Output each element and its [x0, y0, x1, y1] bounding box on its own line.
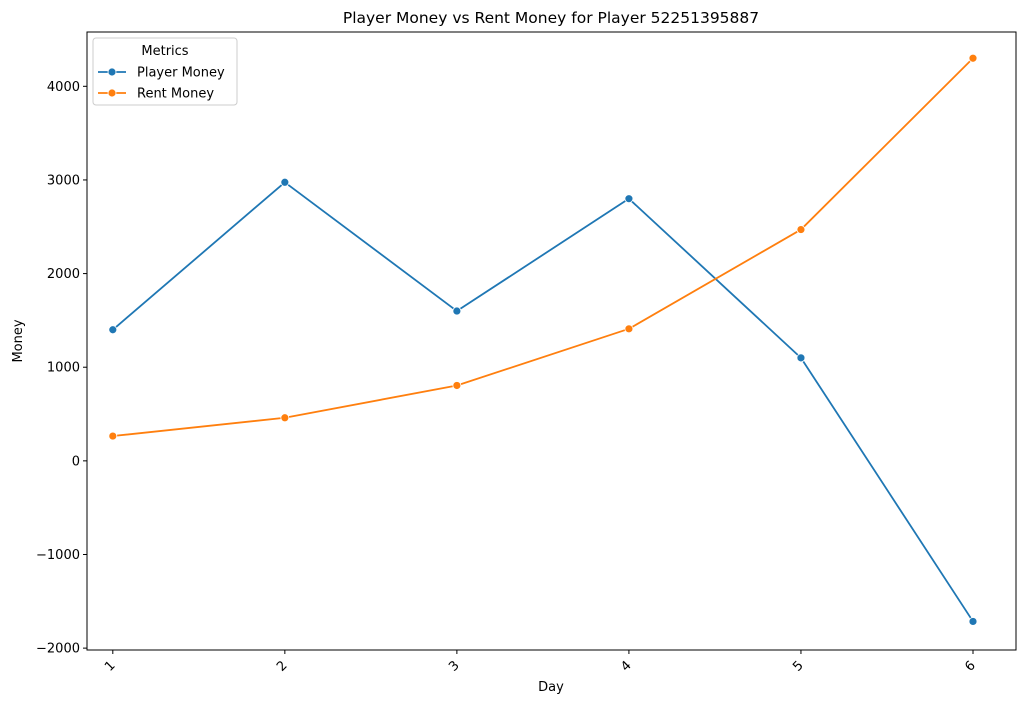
x-axis: 1 2 3 4 5 6 [102, 650, 979, 675]
data-point-rent-money [968, 53, 978, 63]
y-tick-label: 1000 [47, 361, 80, 376]
data-point-player-money [452, 306, 462, 316]
legend-item-player-money: Player Money [98, 66, 225, 81]
x-tick-label: 2 [274, 658, 290, 674]
data-point-rent-money [452, 381, 462, 390]
legend-label: Player Money [137, 66, 225, 81]
series-line-rent-money [112, 57, 974, 437]
legend-box [92, 37, 238, 106]
y-tick-label: −1000 [36, 548, 80, 563]
series-rent-money [108, 53, 978, 441]
data-point-rent-money [108, 431, 118, 441]
x-axis-title: Day [538, 680, 564, 695]
x-tick-label: 6 [962, 658, 978, 674]
y-tick-label: 3000 [47, 173, 80, 188]
x-tick-label: 3 [446, 658, 462, 674]
data-point-rent-money [280, 413, 290, 423]
legend-label: Rent Money [137, 87, 214, 102]
y-tick-label: 4000 [47, 80, 80, 95]
data-point-rent-money [796, 225, 806, 234]
series-player-money [108, 177, 978, 626]
legend-item-rent-money: Rent Money [98, 87, 214, 102]
y-tick-label: 0 [72, 454, 80, 469]
data-point-player-money [108, 325, 118, 335]
y-axis-title: Money [11, 319, 26, 362]
y-axis: −2000 −1000 0 1000 2000 3000 4000 [36, 80, 87, 657]
legend-marker [107, 88, 117, 98]
legend-marker [107, 67, 117, 77]
data-point-player-money [624, 194, 634, 204]
series-layer [108, 53, 978, 626]
x-tick-label: 1 [102, 658, 118, 674]
chart-title: Player Money vs Rent Money for Player 52… [343, 9, 759, 27]
legend: Metrics Player Money Rent Money [92, 37, 238, 106]
data-point-player-money [280, 177, 290, 187]
y-tick-label: −2000 [36, 642, 80, 657]
x-tick-label: 4 [618, 658, 634, 674]
data-point-rent-money [624, 324, 634, 334]
data-point-player-money [968, 617, 978, 626]
x-tick-label: 5 [790, 658, 806, 674]
plot-frame [86, 31, 1017, 651]
legend-title: Metrics [141, 44, 188, 59]
data-point-player-money [796, 353, 806, 363]
y-tick-label: 2000 [47, 267, 80, 282]
series-line-player-money [112, 181, 974, 622]
